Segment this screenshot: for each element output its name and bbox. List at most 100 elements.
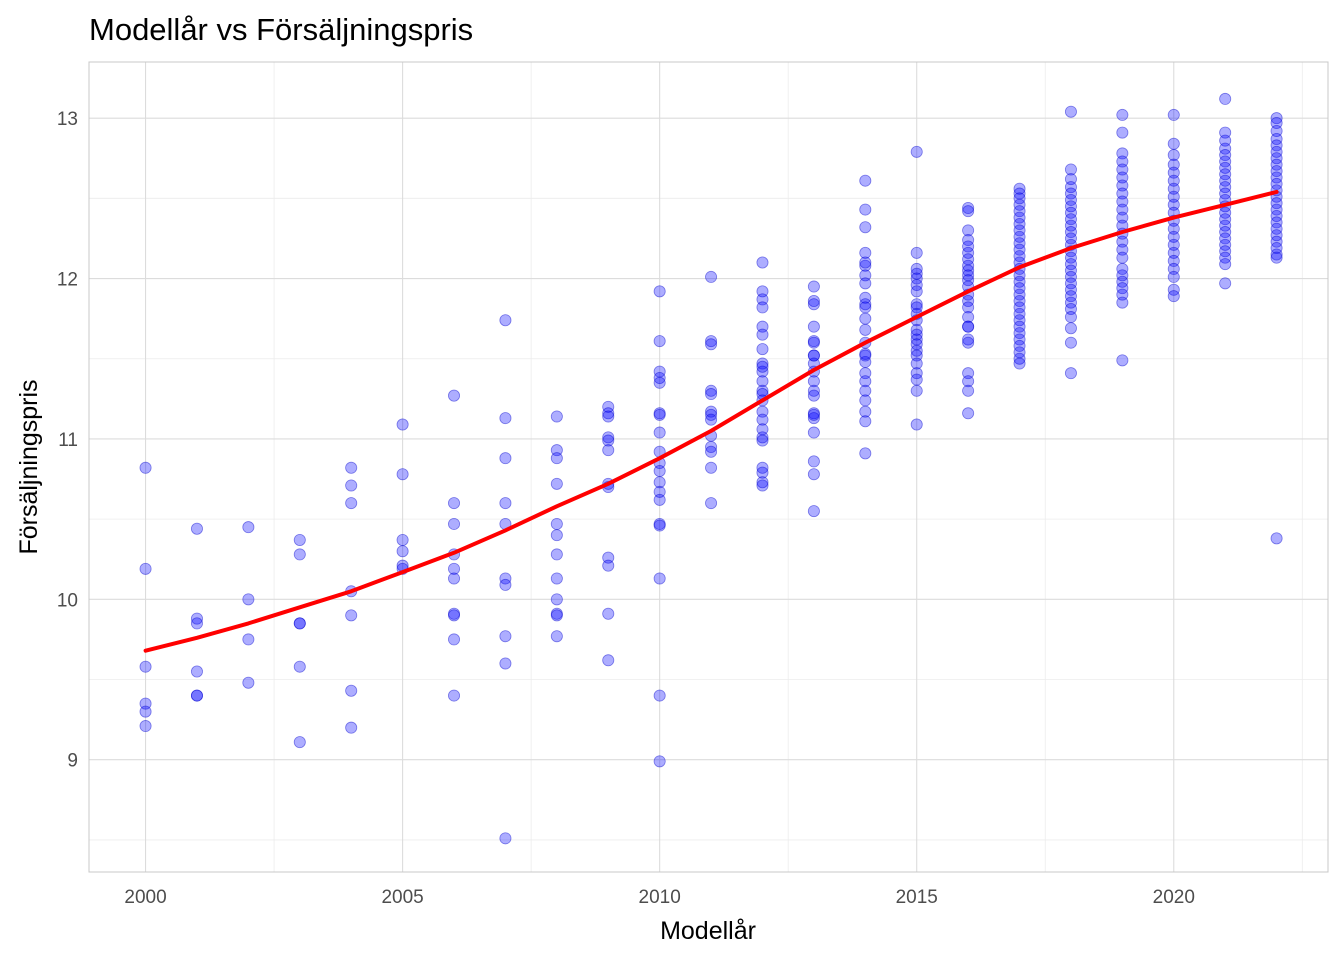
data-point xyxy=(859,301,872,314)
data-point xyxy=(1116,203,1129,216)
data-points xyxy=(139,92,1283,845)
major-gridlines xyxy=(89,62,1328,872)
data-point xyxy=(1167,182,1180,195)
data-point xyxy=(1270,222,1283,235)
data-point xyxy=(1270,112,1283,125)
data-point xyxy=(448,497,461,510)
data-point xyxy=(859,203,872,216)
data-point xyxy=(1116,262,1129,275)
data-point xyxy=(859,405,872,418)
data-point xyxy=(807,336,820,349)
data-point xyxy=(499,314,512,327)
data-point xyxy=(1167,158,1180,171)
data-point xyxy=(1116,243,1129,256)
data-point xyxy=(962,269,975,282)
data-point xyxy=(653,517,666,530)
data-point xyxy=(1270,235,1283,248)
data-point xyxy=(807,408,820,421)
data-point xyxy=(653,365,666,378)
data-point xyxy=(807,294,820,307)
data-point xyxy=(1064,322,1077,335)
data-point xyxy=(653,371,666,384)
data-point xyxy=(1270,532,1283,545)
data-point xyxy=(396,533,409,546)
data-point xyxy=(550,529,563,542)
data-point xyxy=(910,323,923,336)
data-point xyxy=(1116,179,1129,192)
data-point xyxy=(910,349,923,362)
data-point xyxy=(756,384,769,397)
data-point xyxy=(653,335,666,348)
data-point xyxy=(859,384,872,397)
data-point xyxy=(1219,232,1232,245)
data-point xyxy=(859,394,872,407)
data-point xyxy=(1219,245,1232,258)
data-point xyxy=(756,413,769,426)
data-point xyxy=(1064,303,1077,316)
data-point xyxy=(1270,116,1283,129)
data-point xyxy=(293,548,306,561)
data-point xyxy=(602,407,615,420)
data-point xyxy=(705,413,718,426)
data-point xyxy=(962,259,975,272)
data-point xyxy=(190,689,203,702)
data-point xyxy=(653,572,666,585)
data-point xyxy=(859,347,872,360)
data-point xyxy=(910,301,923,314)
data-point xyxy=(448,633,461,646)
x-tick-label: 2015 xyxy=(896,887,938,908)
data-point xyxy=(1167,149,1180,162)
data-point xyxy=(1116,195,1129,208)
data-point xyxy=(550,410,563,423)
data-point xyxy=(859,269,872,282)
data-point xyxy=(1167,222,1180,235)
data-point xyxy=(602,410,615,423)
y-axis-title: Försäljningspris xyxy=(15,379,43,554)
data-point xyxy=(602,444,615,457)
data-point xyxy=(1064,277,1077,290)
data-point xyxy=(910,373,923,386)
x-axis-ticks: 2000 2005 2010 2015 2020 xyxy=(124,887,1194,908)
data-point xyxy=(345,609,358,622)
y-axis-ticks: 9 10 11 12 13 xyxy=(57,109,78,772)
data-point xyxy=(1167,230,1180,243)
data-point xyxy=(859,367,872,380)
data-point xyxy=(1064,193,1077,206)
data-point xyxy=(1116,269,1129,282)
data-point xyxy=(807,280,820,293)
data-point xyxy=(1013,294,1026,307)
data-point xyxy=(1013,307,1026,320)
data-point xyxy=(859,221,872,234)
data-point xyxy=(859,375,872,388)
data-point xyxy=(962,320,975,333)
data-point xyxy=(1219,134,1232,147)
data-point xyxy=(705,461,718,474)
data-point xyxy=(705,270,718,283)
data-point xyxy=(807,389,820,402)
data-point xyxy=(1270,158,1283,171)
data-point xyxy=(1219,155,1232,168)
data-point xyxy=(602,400,615,413)
data-point xyxy=(1219,168,1232,181)
data-point xyxy=(807,384,820,397)
data-point xyxy=(1064,213,1077,226)
data-point xyxy=(1167,290,1180,303)
data-point xyxy=(910,278,923,291)
data-point xyxy=(1219,219,1232,232)
data-point xyxy=(1013,339,1026,352)
data-point xyxy=(1064,206,1077,219)
data-point xyxy=(1167,198,1180,211)
data-point xyxy=(962,246,975,259)
data-point xyxy=(705,497,718,510)
data-point xyxy=(1167,137,1180,150)
data-point xyxy=(139,705,152,718)
data-point xyxy=(1013,182,1026,195)
data-point xyxy=(910,262,923,275)
data-point xyxy=(910,285,923,298)
data-point xyxy=(962,240,975,253)
data-point xyxy=(756,375,769,388)
data-point xyxy=(962,201,975,214)
data-point xyxy=(756,343,769,356)
data-point xyxy=(139,697,152,710)
y-tick-label: 9 xyxy=(67,751,78,772)
